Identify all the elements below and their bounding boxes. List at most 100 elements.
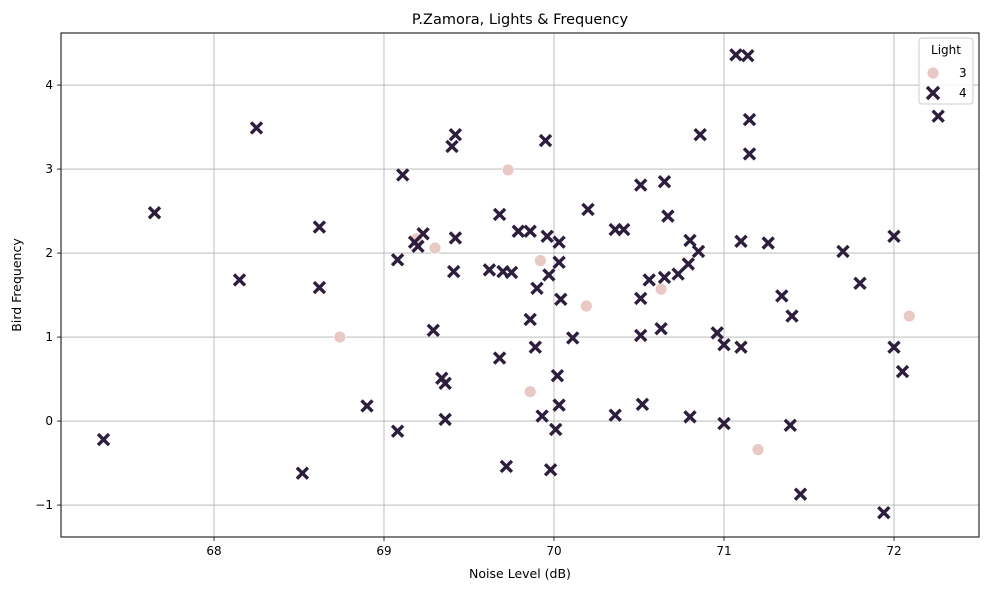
data-point-light-4 [642,273,656,287]
data-point-light-4 [390,253,405,267]
data-point-light-4 [482,263,497,277]
legend-box [918,37,974,105]
data-point-light-4 [416,227,430,241]
x-tick-label: 68 [206,544,221,558]
data-point-light-4 [550,369,565,383]
data-point-light-4 [511,224,526,238]
data-point-light-4 [683,410,697,424]
data-point-light-3 [534,254,547,268]
data-point-light-3 [523,385,537,399]
data-point-light-4 [741,48,755,63]
data-point-light-4 [438,412,452,427]
legend-marker-x [925,85,941,101]
data-point-light-4 [499,459,514,474]
data-point-light-4 [552,398,566,412]
data-point-light-3 [751,443,765,457]
y-axis-label: Bird Frequency [9,238,24,332]
data-point-light-4 [742,147,757,161]
data-point-light-4 [552,255,566,270]
plot-frame [60,32,980,538]
data-point-light-4 [671,267,685,281]
legend: Light 3 4 [918,37,974,105]
data-point-light-3 [579,299,593,313]
data-point-light-4 [426,323,441,338]
data-point-light-4 [691,244,706,259]
axis-ticks: 68 69 70 71 72 −1 0 1 2 3 4 [35,78,901,558]
data-point-light-4 [775,289,789,303]
data-point-light-4 [793,487,808,501]
data-point-light-4 [96,432,111,447]
data-point-light-4 [232,273,247,287]
data-point-light-4 [635,397,650,411]
data-point-light-4 [661,209,675,223]
x-tick-label: 69 [376,544,391,558]
data-point-light-4 [742,112,757,127]
data-point-light-3 [428,241,442,255]
data-point-light-4 [717,337,731,352]
data-point-light-4 [535,409,549,423]
data-point-light-4 [783,418,798,432]
data-point-light-4 [438,376,452,390]
data-point-light-4 [554,292,568,306]
data-point-light-4 [552,235,566,249]
data-point-light-4 [249,121,264,135]
data-point-light-4 [542,268,556,282]
data-point-light-4 [654,321,668,336]
x-axis-label: Noise Level (dB) [469,566,571,581]
legend-entry-label: 4 [959,86,967,100]
data-point-light-4 [523,224,537,238]
data-point-light-4 [734,340,748,354]
grid [61,33,979,537]
data-point-light-4 [530,281,544,296]
chart-title: P.Zamora, Lights & Frequency [412,12,629,28]
data-point-light-4 [608,408,622,422]
y-tick-label: 3 [45,162,53,176]
data-point-light-4 [395,168,410,182]
data-point-light-4 [853,276,867,291]
legend-entry-label: 3 [959,66,967,80]
data-point-light-4 [411,239,425,254]
data-point-light-4 [448,127,463,142]
data-point-light-4 [390,424,405,438]
data-point-light-4 [538,133,553,148]
x-tick-label: 70 [546,544,561,558]
data-point-light-4 [446,264,461,279]
data-point-light-4 [147,206,162,220]
data-point-light-4 [633,328,648,343]
data-point-light-4 [448,231,463,245]
data-point-light-4 [887,229,901,243]
data-point-light-4 [528,340,543,354]
data-point-light-4 [836,244,850,259]
data-point-light-4 [492,351,507,365]
data-point-light-4 [616,222,631,237]
data-point-light-4 [492,207,507,222]
data-point-light-4 [543,463,558,477]
data-point-light-4 [295,466,310,480]
data-point-light-4 [931,109,945,123]
data-point-light-4 [581,202,595,217]
data-point-light-4 [504,265,519,280]
data-point-light-4 [523,312,537,327]
data-point-light-4 [895,364,910,379]
y-tick-label: −1 [35,498,53,512]
x-tick-label: 71 [716,544,731,558]
data-point-light-4 [683,233,697,248]
y-tick-label: 2 [45,246,53,260]
data-point-light-4 [734,234,748,249]
data-point-light-4 [360,399,374,413]
data-point-light-4 [710,326,724,340]
data-points [96,48,945,520]
data-point-light-4 [761,236,775,250]
y-tick-label: 1 [45,330,53,344]
data-point-light-4 [657,270,672,285]
data-point-light-4 [565,331,580,345]
legend-title: Light [931,43,961,57]
data-point-light-4 [657,174,672,189]
data-point-light-4 [312,220,327,234]
data-point-light-3 [333,330,347,344]
legend-marker-circle [926,66,940,80]
data-point-light-3 [654,282,668,296]
data-point-light-4 [785,309,799,323]
data-point-light-4 [633,178,648,192]
